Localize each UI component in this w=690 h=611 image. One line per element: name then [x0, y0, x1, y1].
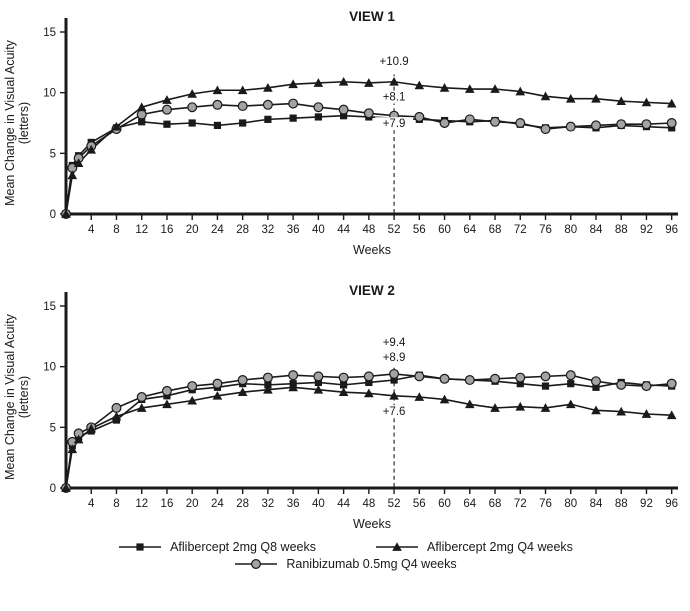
svg-text:+7.9: +7.9	[383, 118, 406, 130]
svg-text:VIEW 2: VIEW 2	[349, 283, 395, 298]
legend: Aflibercept 2mg Q8 weeks Aflibercept 2mg…	[0, 540, 690, 571]
svg-text:8: 8	[113, 224, 119, 236]
svg-text:4: 4	[88, 224, 95, 236]
svg-text:+9.4: +9.4	[383, 337, 406, 349]
svg-text:Weeks: Weeks	[353, 243, 391, 257]
legend-item-ranibizumab: Ranibizumab 0.5mg Q4 weeks	[233, 557, 457, 571]
legend-label-aflibercept-q8: Aflibercept 2mg Q8 weeks	[170, 540, 316, 554]
svg-text:40: 40	[312, 224, 325, 236]
svg-text:+8.1: +8.1	[383, 92, 406, 104]
svg-text:64: 64	[463, 224, 476, 236]
svg-text:15: 15	[43, 27, 56, 39]
svg-text:4: 4	[88, 498, 95, 510]
svg-text:20: 20	[186, 224, 199, 236]
svg-text:72: 72	[514, 498, 527, 510]
svg-text:60: 60	[438, 224, 451, 236]
circle-marker-icon	[235, 558, 278, 570]
svg-text:36: 36	[287, 498, 300, 510]
svg-text:15: 15	[43, 301, 56, 313]
svg-text:52: 52	[388, 224, 401, 236]
svg-text:52: 52	[388, 498, 401, 510]
svg-text:96: 96	[665, 224, 678, 236]
svg-text:96: 96	[665, 498, 678, 510]
legend-label-aflibercept-q4: Aflibercept 2mg Q4 weeks	[427, 540, 573, 554]
svg-text:76: 76	[539, 498, 552, 510]
svg-text:48: 48	[362, 498, 375, 510]
svg-text:0: 0	[50, 483, 56, 495]
legend-row-2: Ranibizumab 0.5mg Q4 weeks	[0, 557, 690, 571]
svg-text:20: 20	[186, 498, 199, 510]
svg-text:Mean Change in Visual Acuity: Mean Change in Visual Acuity	[3, 39, 17, 206]
svg-text:80: 80	[564, 498, 577, 510]
svg-text:92: 92	[640, 224, 653, 236]
svg-text:48: 48	[362, 224, 375, 236]
svg-text:28: 28	[236, 498, 249, 510]
svg-text:32: 32	[261, 498, 274, 510]
svg-text:+10.9: +10.9	[380, 56, 409, 68]
svg-text:68: 68	[489, 224, 502, 236]
svg-text:5: 5	[50, 422, 56, 434]
svg-text:88: 88	[615, 498, 628, 510]
svg-text:32: 32	[261, 224, 274, 236]
svg-text:80: 80	[564, 224, 577, 236]
triangle-marker-icon	[376, 542, 418, 551]
svg-text:VIEW 1: VIEW 1	[349, 9, 395, 24]
svg-text:10: 10	[43, 88, 56, 100]
svg-text:16: 16	[161, 498, 174, 510]
svg-text:40: 40	[312, 498, 325, 510]
svg-text:28: 28	[236, 224, 249, 236]
svg-text:+8.9: +8.9	[383, 352, 406, 364]
svg-text:12: 12	[135, 498, 148, 510]
legend-row-1: Aflibercept 2mg Q8 weeks Aflibercept 2mg…	[0, 540, 690, 554]
svg-text:0: 0	[50, 209, 56, 221]
svg-text:+7.6: +7.6	[383, 406, 406, 418]
svg-text:24: 24	[211, 498, 224, 510]
svg-text:64: 64	[463, 498, 476, 510]
svg-text:68: 68	[489, 498, 502, 510]
svg-text:24: 24	[211, 224, 224, 236]
svg-text:Mean Change in Visual Acuity: Mean Change in Visual Acuity	[3, 313, 17, 480]
svg-text:84: 84	[590, 498, 603, 510]
svg-text:10: 10	[43, 362, 56, 374]
svg-text:92: 92	[640, 498, 653, 510]
svg-text:88: 88	[615, 224, 628, 236]
square-marker-icon	[119, 543, 162, 551]
svg-text:44: 44	[337, 498, 350, 510]
view1-chart: VIEW 1 Mean Change in Visual Acuity (lette…	[3, 9, 678, 257]
svg-text:36: 36	[287, 224, 300, 236]
legend-item-aflibercept-q8: Aflibercept 2mg Q8 weeks	[117, 540, 316, 554]
svg-text:16: 16	[161, 224, 174, 236]
view2-chart: VIEW 2 Mean Change in Visual Acuity (lette…	[3, 283, 678, 531]
svg-text:12: 12	[135, 224, 148, 236]
svg-text:5: 5	[50, 148, 56, 160]
svg-text:Weeks: Weeks	[353, 517, 391, 531]
svg-text:60: 60	[438, 498, 451, 510]
svg-text:8: 8	[113, 498, 119, 510]
svg-text:56: 56	[413, 498, 426, 510]
legend-item-aflibercept-q4: Aflibercept 2mg Q4 weeks	[374, 540, 573, 554]
svg-text:(letters): (letters)	[17, 376, 31, 418]
svg-text:76: 76	[539, 224, 552, 236]
legend-label-ranibizumab: Ranibizumab 0.5mg Q4 weeks	[286, 557, 457, 571]
svg-text:(letters): (letters)	[17, 102, 31, 144]
svg-text:84: 84	[590, 224, 603, 236]
svg-text:72: 72	[514, 224, 527, 236]
svg-text:56: 56	[413, 224, 426, 236]
svg-text:44: 44	[337, 224, 350, 236]
